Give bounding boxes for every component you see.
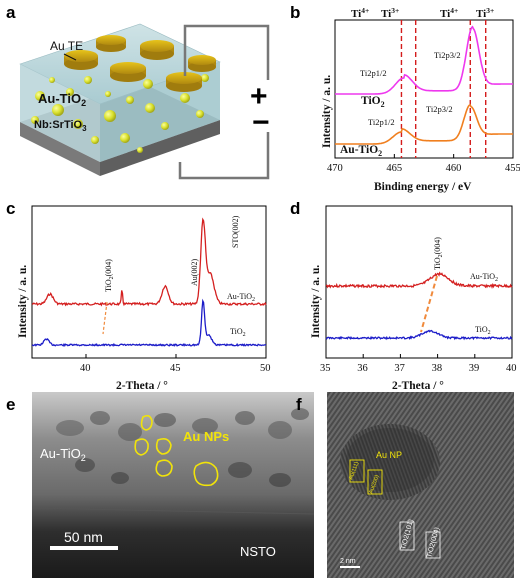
panel-c-letter: c	[6, 199, 15, 218]
c-peak-tio2-label: TiO2(004)	[104, 259, 115, 292]
au-np-outlines	[134, 414, 219, 487]
tem-scale-bar	[50, 546, 118, 550]
plot-c-xlabel: 2-Theta / °	[116, 380, 168, 392]
c-peak-sto-label: STO(002)	[231, 215, 240, 248]
c-tick-label: 50	[260, 363, 271, 374]
ti-label-3: Ti4+	[440, 6, 458, 20]
tio2-peak-label-2p3: Ti2p3/2	[434, 50, 461, 60]
ti-label-1: Ti4+	[351, 6, 369, 20]
tem-film-label: Au-TiO2	[40, 446, 86, 463]
substrate-front	[20, 122, 100, 176]
d-series-au-label: Au-TiO2	[470, 272, 498, 283]
panel-d-letter: d	[290, 199, 300, 218]
plot-b-frame	[334, 19, 514, 159]
d-tick-label: 38	[432, 363, 443, 374]
battery-gap	[252, 80, 284, 132]
au-tio2-peak-label-2p3: Ti2p3/2	[426, 104, 453, 114]
d-tick-label: 35	[320, 363, 331, 374]
tem-scale-label: 50 nm	[64, 529, 103, 545]
plot-d-xlabel: 2-Theta / °	[392, 380, 444, 392]
au-nanoparticles	[31, 74, 209, 153]
au-tio2-label: Au-TiO2	[38, 91, 86, 108]
d-tick-label: 37	[394, 363, 405, 374]
substrate-side	[100, 120, 220, 176]
d-tick-label: 40	[506, 363, 517, 374]
au-tio2-xrd-curve	[31, 217, 267, 307]
plot-b-ylabel: Intensity / a. u.	[321, 75, 333, 148]
au-tio2-series-label: Au-TiO2	[340, 144, 382, 158]
d-series-tio2-label: TiO2	[475, 325, 491, 336]
b-tick-label: 460	[446, 163, 462, 174]
b-tick-label: 465	[386, 163, 402, 174]
plus-sign: +	[250, 80, 268, 113]
au-te-pointer	[63, 53, 77, 61]
au-tio2-peak-label-2p1: Ti2p1/2	[368, 117, 395, 127]
plot-c-ylabel: Intensity / a. u.	[17, 265, 29, 338]
ti-reference-lines	[400, 20, 487, 158]
d-peak-tio2-label: TiO2(004)	[433, 237, 444, 270]
tio2-peak-label-2p1: Ti2p1/2	[360, 68, 387, 78]
hrtem-scale-label: 2 nm	[340, 558, 356, 565]
plot-c-xticks: 40 45 50	[80, 354, 271, 374]
c-peak-au-label: Au(002)	[190, 259, 199, 286]
hrtem-np-region	[340, 424, 440, 500]
d-tick-label: 36	[357, 363, 368, 374]
c-tick-label: 40	[80, 363, 91, 374]
ti-label-4: Ti3+	[476, 6, 494, 20]
panel-b-letter: b	[290, 3, 300, 22]
c-series-au-label: Au-TiO2	[227, 292, 255, 303]
d-shift-line	[420, 275, 438, 333]
b-tick-label: 455	[505, 163, 520, 174]
nsto-label: NSTO	[240, 544, 276, 559]
au-np-label: Au NP	[376, 450, 402, 460]
au-te-label: Au TE	[50, 39, 83, 53]
tio2-xrd-curve	[31, 298, 267, 347]
panel-f: f Au NP Au(111) Au(200) TiO2(101) TiO2(0…	[296, 392, 514, 578]
panel-e: e Au NPs Au-TiO2 50 nm NS	[6, 392, 315, 578]
c-tick-label: 45	[170, 363, 181, 374]
tem-interface	[31, 507, 315, 515]
plot-d-ylabel: Intensity / a. u.	[310, 265, 322, 338]
plot-b-xlabel: Binding energy / eV	[374, 181, 472, 193]
au-nps-label: Au NPs	[183, 429, 229, 444]
ti-label-2: Ti3+	[381, 6, 399, 20]
d-au-tio2-curve	[325, 271, 513, 290]
au-electrodes	[64, 35, 216, 92]
panel-f-letter: f	[296, 395, 302, 414]
tem-grains	[56, 408, 309, 487]
plot-c-frame	[31, 205, 267, 359]
panel-b: b 470 465 460 455 Ti4+ Ti3+ Ti4+ Ti3+ Ti2p1…	[290, 3, 520, 193]
panel-c: c 40 45 50 TiO2(004) Au(002) STO(002) Au-T…	[6, 199, 271, 392]
plot-d-frame	[325, 205, 513, 359]
panel-d: d 35 36 37 38 39 40 TiO2(004) Au-TiO2 TiO2 In…	[290, 199, 517, 392]
tio2-series-label: TiO2	[361, 95, 385, 109]
panel-a-letter: a	[6, 3, 16, 22]
minus-sign: −	[252, 106, 270, 139]
c-shift-line	[102, 301, 108, 335]
lattice-markers-tio2	[399, 521, 441, 559]
d-tick-label: 39	[469, 363, 480, 374]
au-tio2-xps-curve	[335, 103, 513, 145]
c-series-tio2-label: TiO2	[230, 327, 246, 338]
plot-d-xticks: 35 36 37 38 39 40	[320, 354, 517, 374]
tio2-xps-curve	[335, 25, 513, 95]
plot-b-xticks: 470 465 460 455	[327, 154, 520, 174]
lattice-markers-au	[349, 459, 383, 495]
d-tio2-curve	[325, 329, 513, 341]
hrtem-scale-bar	[340, 566, 360, 568]
panel-a: a	[6, 3, 284, 180]
substrate-label: Nb:SrTiO3	[34, 119, 87, 133]
b-tick-label: 470	[327, 163, 343, 174]
panel-e-letter: e	[6, 395, 15, 414]
